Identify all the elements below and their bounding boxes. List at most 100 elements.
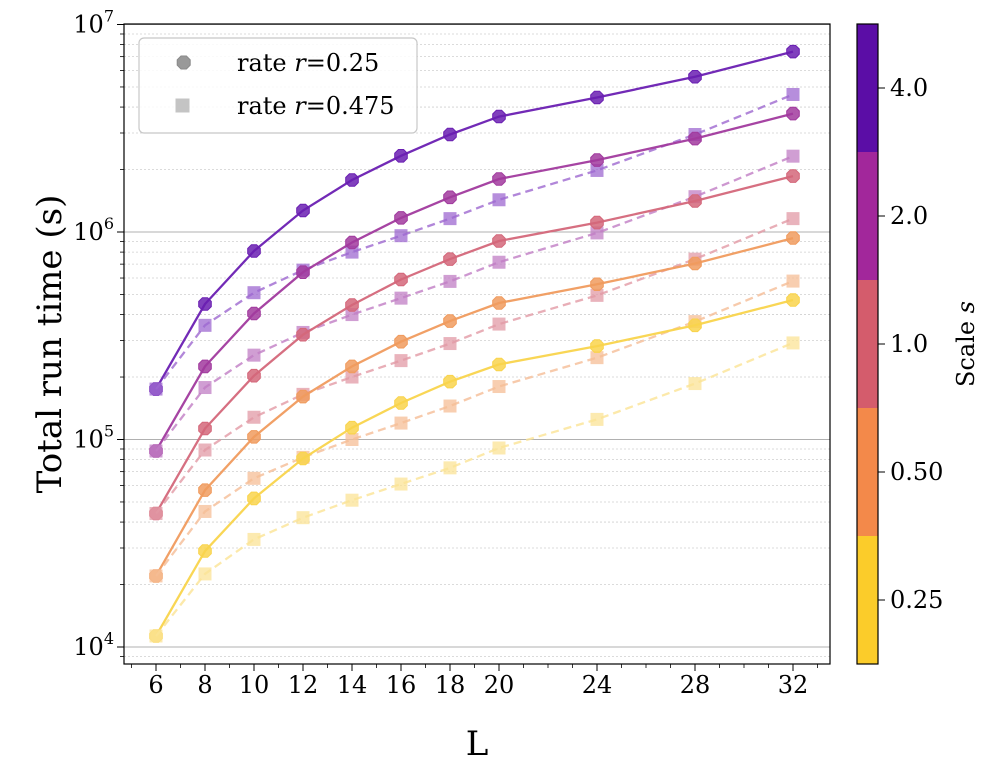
data-point-square <box>394 354 408 368</box>
data-point-square <box>149 506 163 520</box>
axis-ticks: 6 8 10 12 14 16 18 20 24 28 32 104 105 106 107 <box>73 7 818 699</box>
data-point-square <box>394 291 408 305</box>
colorbar-frame <box>856 23 879 665</box>
data-point-square <box>149 444 163 458</box>
data-point-square <box>247 532 261 546</box>
data-point-square <box>198 318 212 332</box>
data-point-octagon <box>296 203 310 218</box>
legend: rate r=0.25 rate r=0.475 <box>138 37 418 134</box>
data-point-octagon <box>786 169 800 183</box>
data-point-square <box>247 286 261 300</box>
data-point-octagon <box>492 109 506 124</box>
x-tick-label: 18 <box>435 671 466 699</box>
data-point-square <box>149 629 163 643</box>
data-point-square <box>345 433 359 446</box>
data-point-square <box>149 569 163 583</box>
data-point-square <box>149 382 163 396</box>
data-point-octagon <box>688 256 702 271</box>
data-point-octagon <box>443 374 457 389</box>
data-point-square <box>443 274 457 288</box>
data-point-square <box>345 493 359 507</box>
data-point-octagon <box>394 149 408 163</box>
data-point-square <box>345 308 359 322</box>
legend-octagon-marker <box>176 55 191 70</box>
data-point-square <box>492 255 506 269</box>
data-point-square <box>688 377 702 391</box>
data-point-octagon <box>345 235 359 250</box>
legend-box <box>138 37 418 134</box>
data-point-square <box>786 274 800 288</box>
data-point-octagon <box>786 106 800 121</box>
data-point-square <box>786 212 800 226</box>
data-point-octagon <box>247 306 261 321</box>
data-point-octagon <box>394 396 408 410</box>
plot-series <box>149 44 800 643</box>
colorbar-tick-label: 1.0 <box>890 330 928 358</box>
data-point-octagon <box>688 194 702 208</box>
data-point-octagon <box>492 296 506 310</box>
data-point-octagon <box>590 90 604 105</box>
data-point-square <box>443 337 457 351</box>
data-point-octagon <box>198 483 212 497</box>
y-tick-label: 105 <box>73 422 114 454</box>
data-point-octagon <box>198 297 212 311</box>
data-point-octagon <box>247 244 261 258</box>
data-point-square <box>492 441 506 455</box>
data-point-square <box>786 149 800 163</box>
colorbar-tick-label: 0.50 <box>890 458 943 486</box>
data-point-square <box>198 567 212 581</box>
data-point-octagon <box>786 44 800 59</box>
data-point-square <box>492 317 506 331</box>
data-point-octagon <box>345 298 359 312</box>
data-point-octagon <box>394 272 408 287</box>
data-point-square <box>394 477 408 491</box>
x-tick-label: 12 <box>288 671 319 699</box>
data-point-octagon <box>492 172 506 186</box>
legend-label-r0475: rate r=0.475 <box>237 92 395 120</box>
colorbar-tick-label: 0.25 <box>890 586 943 614</box>
colorbar-segment <box>857 24 878 152</box>
data-point-octagon <box>345 359 359 374</box>
data-point-square <box>590 163 604 177</box>
data-point-octagon <box>296 327 310 342</box>
legend-square-marker <box>175 98 190 113</box>
data-point-square <box>443 399 457 413</box>
data-point-octagon <box>492 357 506 372</box>
colorbar-segment <box>857 280 878 408</box>
colorbar: 0.25 0.50 1.0 2.0 4.0 <box>856 23 943 665</box>
data-point-square <box>247 348 261 362</box>
data-point-square <box>590 351 604 365</box>
data-point-octagon <box>296 451 310 466</box>
data-point-square <box>198 381 212 395</box>
data-point-square <box>247 471 261 485</box>
data-point-octagon <box>688 131 702 146</box>
y-tick-label: 106 <box>73 214 114 246</box>
data-point-octagon <box>247 491 261 506</box>
data-point-square <box>247 410 261 424</box>
series-line <box>155 174 794 515</box>
data-point-square <box>296 511 310 525</box>
series-line <box>155 280 794 577</box>
colorbar-label: Scale s <box>952 301 980 387</box>
colorbar-tick-label: 2.0 <box>890 202 928 230</box>
data-point-square <box>590 288 604 302</box>
series-line <box>155 155 794 452</box>
data-point-octagon <box>590 339 604 353</box>
colorbar-segment <box>857 152 878 280</box>
data-point-octagon <box>198 359 212 374</box>
x-tick-label: 32 <box>778 671 809 699</box>
data-point-octagon <box>443 252 457 266</box>
data-point-octagon <box>590 215 604 230</box>
series-line <box>155 93 794 390</box>
data-point-square <box>590 226 604 240</box>
y-axis-label: Total run time (s) <box>30 195 70 494</box>
data-point-octagon <box>198 421 212 436</box>
data-point-octagon <box>394 334 408 349</box>
data-point-octagon <box>590 277 604 291</box>
legend-label-r025: rate r=0.25 <box>237 49 379 77</box>
data-point-square <box>345 370 359 384</box>
data-point-square <box>198 504 212 518</box>
data-point-octagon <box>786 293 800 307</box>
series-line <box>155 112 794 452</box>
data-point-octagon <box>443 127 457 142</box>
